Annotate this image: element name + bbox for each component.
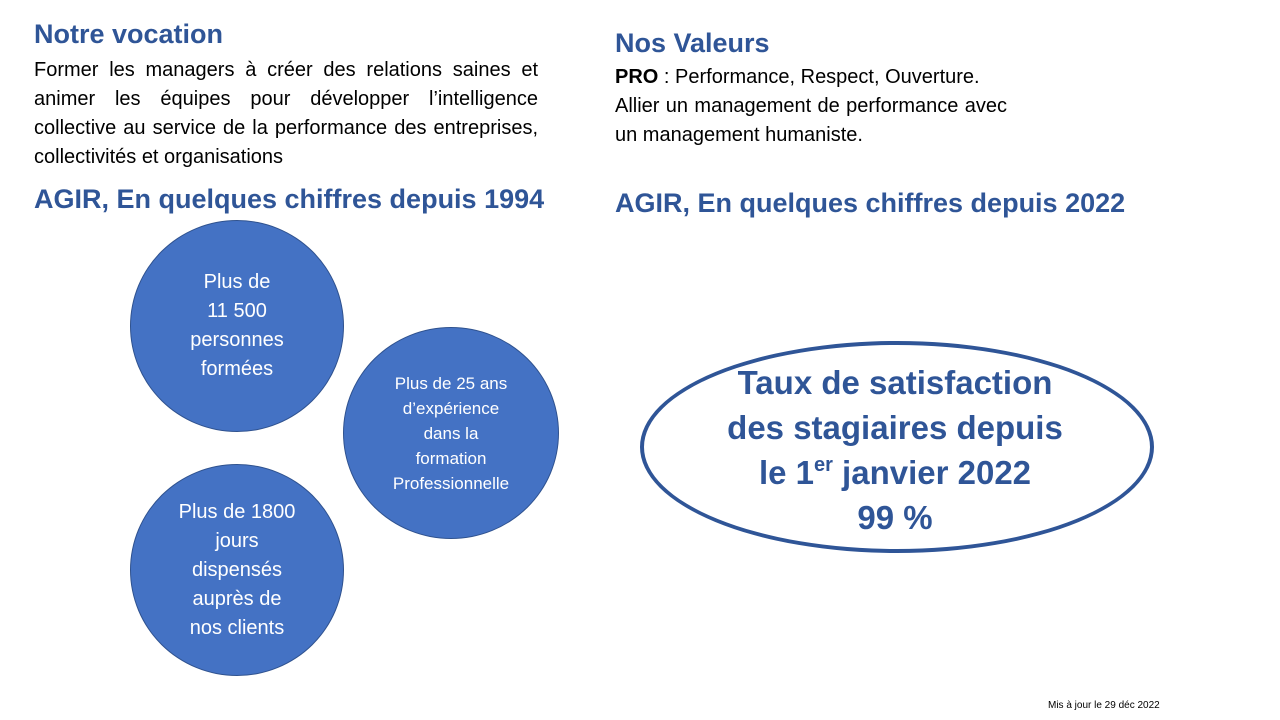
satisfaction-text: Taux de satisfaction des stagiaires depu… [640,360,1150,540]
chiffres-2022-title: AGIR, En quelques chiffres depuis 2022 [615,188,1126,218]
satisfaction-line-2: des stagiaires depuis [727,409,1063,446]
circle-jours-dispenses: Plus de 1800 jours dispensés auprès de n… [130,464,344,676]
satisfaction-line-3-sup: er [813,454,833,476]
circle-experience: Plus de 25 ans d’expérience dans la form… [343,327,559,539]
circle-personnes-formees: Plus de 11 500 personnes formées [130,220,344,432]
valeurs-title: Nos Valeurs [615,28,770,58]
satisfaction-line-1: Taux de satisfaction [737,364,1053,401]
satisfaction-line-3-post: janvier 2022 [832,454,1032,491]
satisfaction-value: 99 % [857,499,933,536]
chiffres-1994-title: AGIR, En quelques chiffres depuis 1994 [34,184,545,214]
satisfaction-line-3-pre: le 1 [758,454,814,491]
satisfaction-ellipse [640,341,1154,553]
valeurs-pro-line: PRO : Performance, Respect, Ouverture. [615,63,1007,92]
vocation-title: Notre vocation [34,19,224,49]
vocation-text: Former les managers à créer des relation… [34,59,538,168]
valeurs-pro-label: PRO [615,66,659,88]
valeurs-block: PRO : Performance, Respect, Ouverture. A… [615,63,1007,150]
valeurs-text: Allier un management de performance avec… [615,95,1007,146]
circle-personnes-formees-text: Plus de 11 500 personnes formées [190,271,284,380]
circle-experience-text: Plus de 25 ans d’expérience dans la form… [392,373,510,493]
update-date: Mis à jour le 29 déc 2022 [1048,700,1160,711]
circle-jours-dispenses-text: Plus de 1800 jours dispensés auprès de n… [178,500,296,639]
satisfaction-line-3: le 1er janvier 2022 [640,450,1150,495]
valeurs-pro-text: : Performance, Respect, Ouverture. [658,66,980,88]
